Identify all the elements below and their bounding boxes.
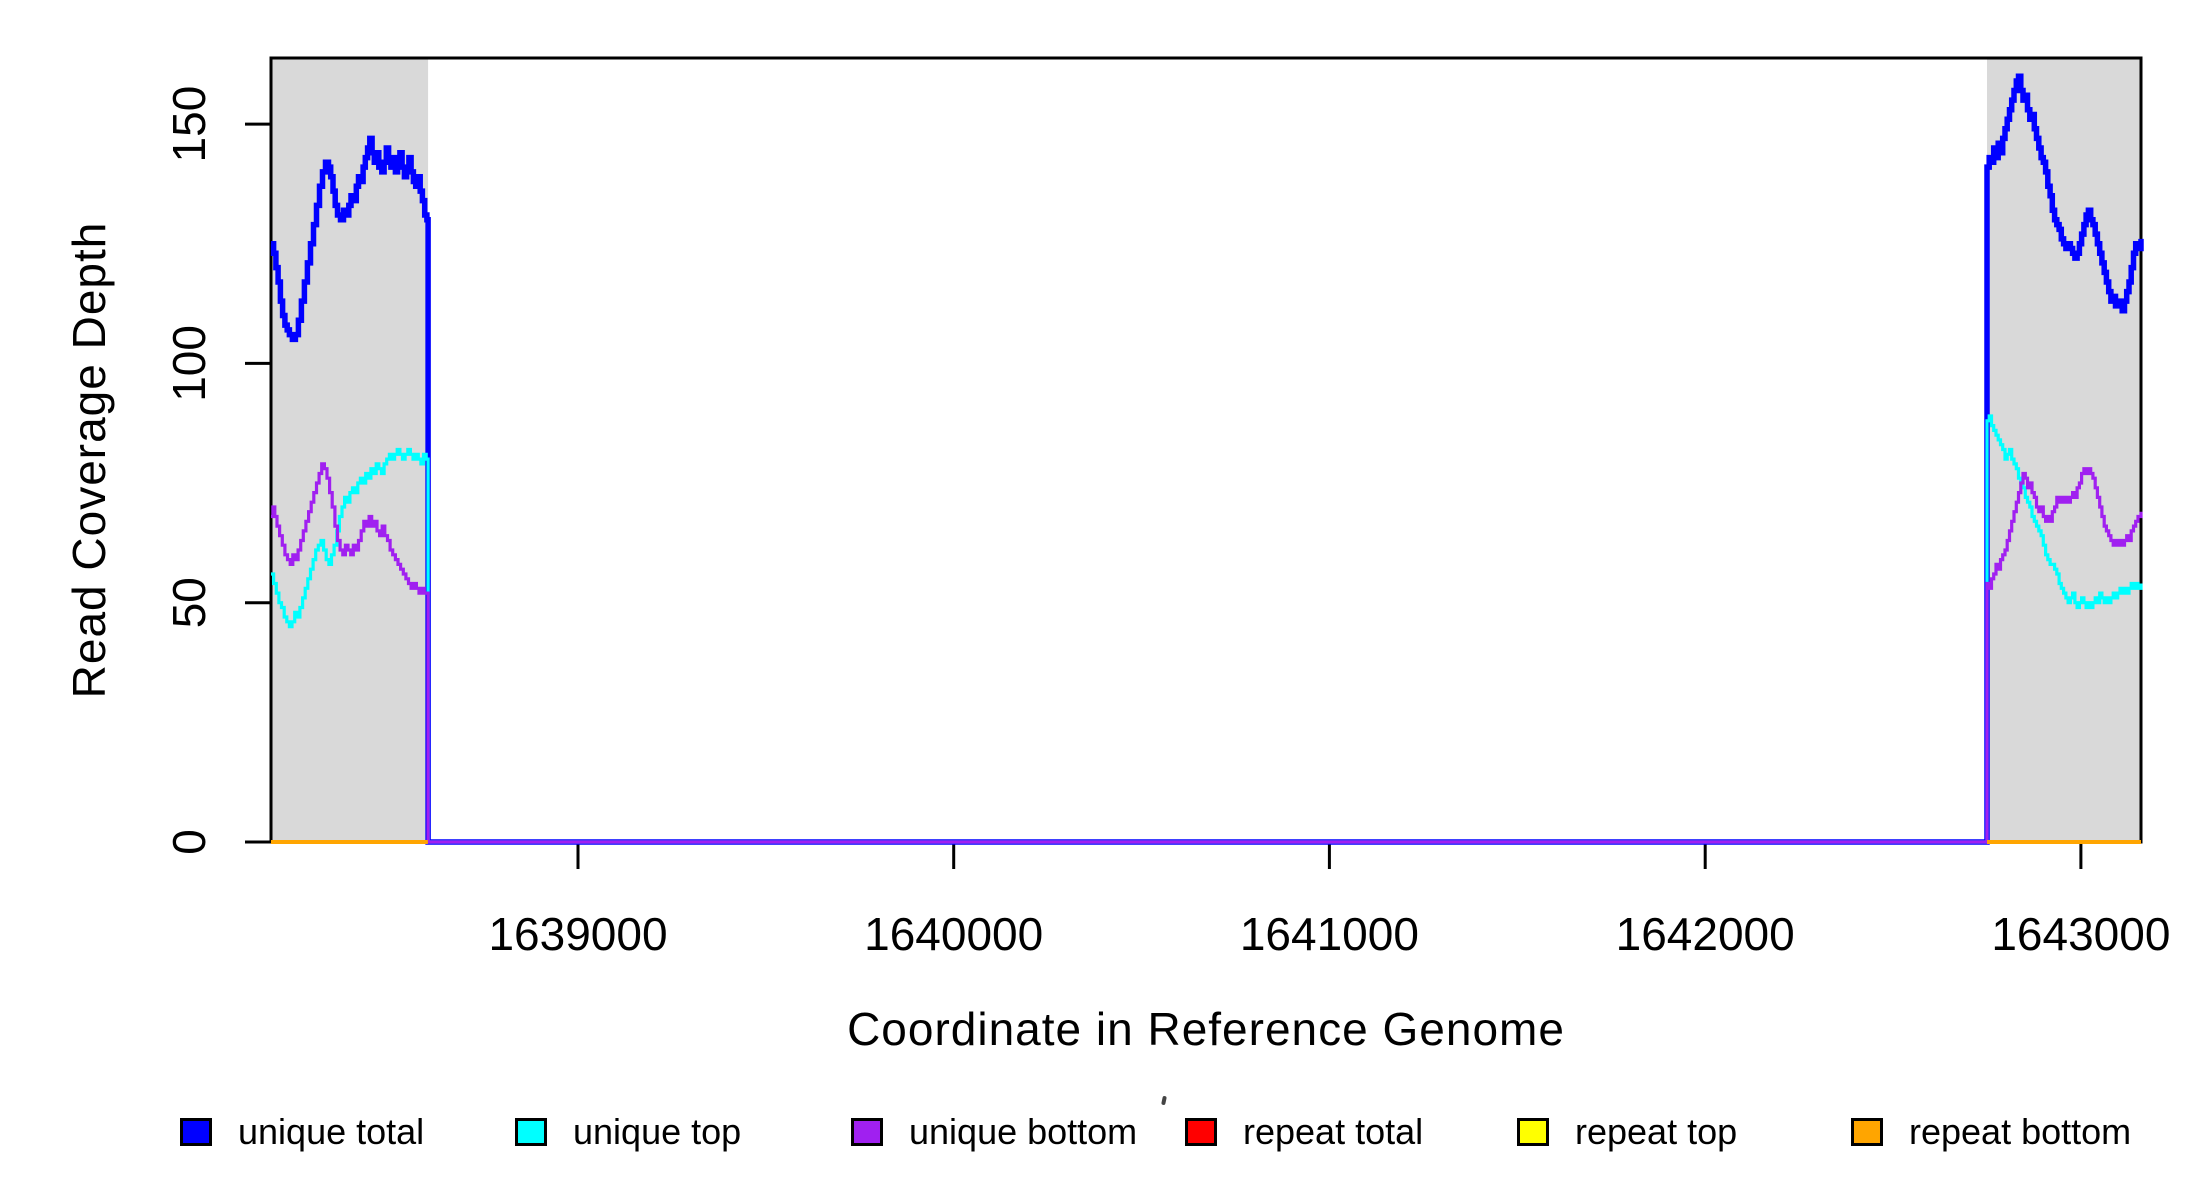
shaded-repeat-regions bbox=[271, 58, 2141, 842]
series-line-unique-bottom bbox=[271, 462, 2143, 844]
x-tick-label: 1641000 bbox=[1240, 908, 1419, 960]
legend-swatch-repeat-bottom bbox=[1851, 1118, 1883, 1146]
y-tick-label: 50 bbox=[163, 577, 215, 628]
legend-label-repeat-bottom: repeat bottom bbox=[1909, 1111, 2132, 1152]
legend-item-unique-top: unique top bbox=[515, 1108, 741, 1156]
legend-label-unique-bottom: unique bottom bbox=[909, 1111, 1138, 1152]
legend-item-unique-total: unique total bbox=[180, 1108, 424, 1156]
x-tick-label: 1639000 bbox=[488, 908, 667, 960]
repeat-region-shade bbox=[271, 58, 429, 842]
x-axis-title: Coordinate in Reference Genome bbox=[847, 1003, 1565, 1055]
data-series-lines bbox=[270, 73, 2144, 845]
legend-swatch-repeat-total bbox=[1185, 1118, 1217, 1146]
y-tick-label: 100 bbox=[163, 325, 215, 402]
legend-swatch-unique-total bbox=[180, 1118, 212, 1146]
legend-label-repeat-total: repeat total bbox=[1243, 1111, 1424, 1152]
legend-label-repeat-top: repeat top bbox=[1575, 1111, 1738, 1152]
legend-item-unique-bottom: unique bottom bbox=[851, 1108, 1137, 1156]
y-axis: 0 50 100 150 bbox=[163, 86, 271, 855]
legend-item-repeat-bottom: repeat bottom bbox=[1851, 1108, 2131, 1156]
x-tick-label: 1643000 bbox=[1991, 908, 2170, 960]
legend-label-unique-total: unique total bbox=[238, 1111, 425, 1152]
legend-item-repeat-total: repeat total bbox=[1185, 1108, 1423, 1156]
y-axis-title: Read Coverage Depth bbox=[63, 222, 115, 699]
legend-label-unique-top: unique top bbox=[573, 1111, 742, 1152]
series-line-unique-total bbox=[270, 73, 2144, 845]
plot-border bbox=[269, 56, 2143, 844]
y-tick-label: 150 bbox=[163, 86, 215, 163]
series-line-unique-top bbox=[271, 414, 2143, 844]
x-axis: 1639000 1640000 1641000 1642000 1643000 bbox=[488, 842, 2170, 960]
plot-box bbox=[269, 56, 2143, 844]
legend-swatch-repeat-top bbox=[1517, 1118, 1549, 1146]
legend: unique total unique top unique bottom re… bbox=[0, 1108, 2200, 1168]
y-tick-label: 0 bbox=[163, 829, 215, 855]
x-tick-label: 1642000 bbox=[1616, 908, 1795, 960]
legend-swatch-unique-bottom bbox=[851, 1118, 883, 1146]
x-tick-label: 1640000 bbox=[864, 908, 1043, 960]
legend-swatch-unique-top bbox=[515, 1118, 547, 1146]
legend-item-repeat-top: repeat top bbox=[1517, 1108, 1737, 1156]
